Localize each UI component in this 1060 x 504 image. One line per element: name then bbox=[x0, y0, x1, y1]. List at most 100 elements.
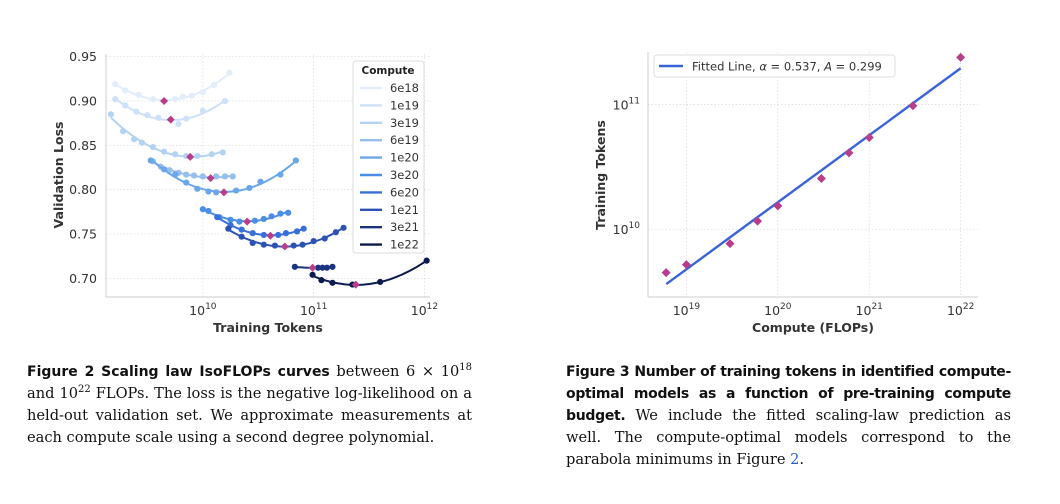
data-point-6e18 bbox=[226, 69, 233, 76]
legend-label: 1e20 bbox=[390, 151, 419, 165]
data-point-1e20 bbox=[257, 178, 264, 185]
data-point-6e19 bbox=[229, 173, 236, 180]
data-point-3e20 bbox=[268, 213, 275, 220]
legend-box bbox=[352, 60, 425, 254]
data-point-3e21 bbox=[291, 263, 298, 270]
data-point-1e21 bbox=[332, 229, 339, 236]
figure-2-title: Figure 2 Scaling law IsoFLOPs curves bbox=[27, 364, 330, 380]
data-point-1e20 bbox=[246, 184, 253, 192]
x-axis-label: Compute (FLOPs) bbox=[752, 320, 874, 335]
data-point-1e19 bbox=[144, 112, 151, 119]
y-tick-label: 0.70 bbox=[69, 271, 97, 286]
optimum-marker-3e21 bbox=[308, 263, 317, 272]
data-point-6e19 bbox=[190, 172, 198, 179]
data-point-1e19 bbox=[112, 96, 119, 103]
data-point-6e18 bbox=[179, 93, 187, 100]
data-point-6e20 bbox=[275, 231, 282, 239]
data-point-6e18 bbox=[199, 89, 206, 96]
data-point-1e21 bbox=[238, 233, 245, 240]
data-point-1e22 bbox=[318, 277, 325, 284]
data-point-6e19 bbox=[221, 173, 229, 180]
data-point-1e21 bbox=[225, 225, 232, 232]
data-point-6e18 bbox=[149, 96, 157, 103]
compute-optimal-point bbox=[956, 52, 966, 62]
data-point-3e20 bbox=[205, 207, 212, 215]
legend-label: 6e19 bbox=[390, 133, 419, 147]
y-tick-label: 0.80 bbox=[69, 182, 97, 197]
data-point-6e20 bbox=[249, 230, 256, 237]
compute-optimal-point bbox=[844, 148, 854, 158]
compute-optimal-point bbox=[908, 101, 918, 111]
legend-label: 3e20 bbox=[390, 168, 419, 182]
data-point-1e19 bbox=[183, 115, 190, 122]
y-tick-label: 0.75 bbox=[69, 227, 97, 242]
legend: Compute 6e18 1e19 3e19 6e19 1e20 3e20 6e20 1e21 3… bbox=[352, 60, 425, 254]
data-point-3e20 bbox=[285, 209, 292, 216]
legend-label: 6e18 bbox=[390, 81, 419, 95]
data-point-1e21 bbox=[249, 239, 256, 247]
x-tick-label: 1021 bbox=[856, 302, 883, 318]
data-point-1e22 bbox=[423, 257, 430, 264]
data-point-3e20 bbox=[199, 206, 206, 213]
data-point-1e19 bbox=[155, 114, 162, 121]
data-point-3e19 bbox=[172, 151, 179, 158]
y-tick-label: 0.85 bbox=[69, 138, 97, 153]
data-point-1e21 bbox=[299, 241, 306, 248]
optimum-marker-6e19 bbox=[206, 174, 215, 183]
data-point-3e19 bbox=[219, 149, 226, 156]
figure-3-caption: Figure 3 Number of training tokens in id… bbox=[566, 361, 1011, 471]
caption-text: between 6 × 10 bbox=[329, 363, 460, 380]
legend-label: 1e21 bbox=[390, 203, 419, 217]
data-point-3e19 bbox=[119, 128, 127, 135]
data-point-1e22 bbox=[309, 271, 316, 278]
legend-label: 3e19 bbox=[390, 116, 419, 130]
data-point-3e20 bbox=[251, 217, 259, 224]
figure-3-title: Figure 3 Number of training tokens in id… bbox=[566, 364, 1011, 424]
legend-label: 1e22 bbox=[390, 238, 419, 252]
caption-sup: 22 bbox=[78, 384, 91, 396]
data-point-6e20 bbox=[293, 228, 301, 235]
legend-label: 1e19 bbox=[390, 98, 419, 112]
data-point-1e20 bbox=[147, 157, 154, 164]
y-tick-label: 0.90 bbox=[69, 94, 97, 109]
x-tick-label: 1020 bbox=[764, 302, 792, 318]
data-point-3e21 bbox=[319, 264, 326, 271]
data-point-1e21 bbox=[260, 241, 267, 248]
isoflops-chart: 0.95 0.90 0.85 0.80 0.75 0.70 1010 1011 1012 Trai… bbox=[51, 49, 438, 335]
data-point-1e19 bbox=[175, 120, 182, 128]
y-tick-label: 1010 bbox=[613, 221, 641, 237]
optimum-marker-3e19 bbox=[186, 152, 195, 161]
data-point-1e20 bbox=[232, 187, 240, 194]
data-point-3e21 bbox=[323, 264, 331, 271]
data-point-6e19 bbox=[199, 173, 206, 180]
data-point-1e21 bbox=[340, 224, 347, 231]
legend-box bbox=[653, 54, 896, 78]
optimum-marker-1e20 bbox=[219, 188, 228, 197]
data-point-1e19 bbox=[221, 97, 229, 105]
x-tick-label: 1022 bbox=[947, 302, 974, 318]
y-axis-label: Training Tokens bbox=[593, 120, 608, 230]
optimum-marker-1e22 bbox=[351, 280, 360, 289]
data-point-6e20 bbox=[282, 230, 290, 237]
caption-text: and 10 bbox=[27, 385, 79, 402]
compute-optimal-point bbox=[864, 133, 874, 143]
data-point-3e19 bbox=[149, 144, 157, 151]
fit-curve-1e22 bbox=[312, 259, 428, 286]
data-point-1e20 bbox=[205, 188, 212, 195]
data-point-3e20 bbox=[277, 210, 284, 217]
data-point-1e21 bbox=[310, 238, 317, 245]
legend-label: 6e20 bbox=[390, 185, 419, 199]
optimum-marker-6e20 bbox=[266, 231, 275, 240]
data-point-1e20 bbox=[277, 171, 284, 178]
compute-optimal-tokens-chart: 1010 1011 1019 1020 1021 1022 Compute (FLOPs) T… bbox=[593, 52, 978, 335]
figure-2-link[interactable]: 2 bbox=[790, 451, 800, 468]
data-point-3e19 bbox=[208, 151, 215, 158]
compute-optimal-point bbox=[773, 201, 783, 211]
data-point-6e18 bbox=[122, 87, 129, 94]
x-tick-label: 1019 bbox=[673, 302, 701, 318]
data-point-3e20 bbox=[227, 216, 234, 223]
compute-optimal-point bbox=[753, 216, 763, 226]
data-point-6e20 bbox=[214, 214, 221, 221]
compute-optimal-point bbox=[681, 260, 691, 270]
